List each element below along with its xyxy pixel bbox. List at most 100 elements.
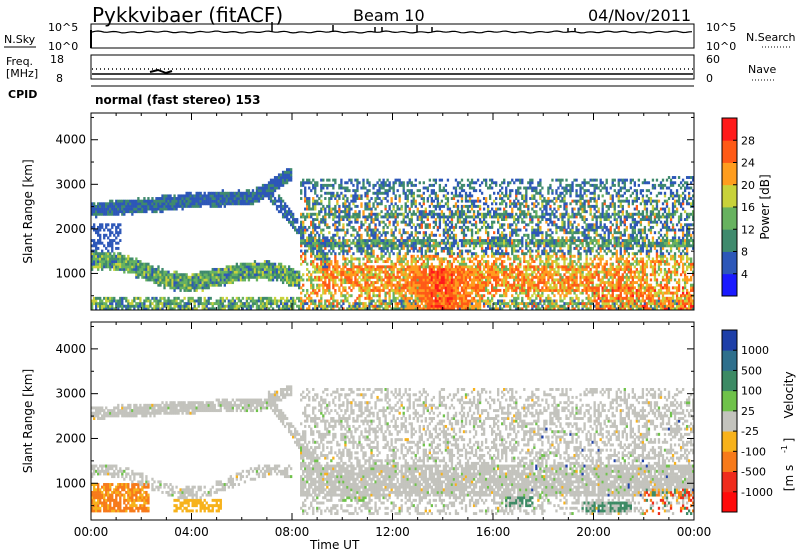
power-cell (125, 257, 128, 261)
power-cell (416, 281, 419, 285)
power-cell (454, 299, 458, 303)
power-cell (462, 204, 466, 208)
power-cell (235, 302, 239, 306)
power-cell (283, 207, 287, 211)
power-cell (221, 199, 224, 203)
power-cell (404, 304, 407, 308)
power-cell (312, 270, 315, 274)
power-cell (167, 270, 170, 274)
power-cell (105, 265, 108, 269)
power-cell (434, 233, 438, 237)
power-cell (179, 286, 182, 290)
power-cell (277, 210, 281, 214)
power-cell (418, 278, 421, 282)
power-cell (259, 191, 263, 195)
power-cell (99, 252, 102, 256)
power-cell (342, 270, 345, 274)
power-cell (430, 265, 433, 269)
power-cell (450, 236, 454, 240)
power-cell (300, 239, 303, 243)
power-cell (312, 228, 315, 232)
power-cell (432, 275, 436, 279)
power-cell (354, 218, 357, 221)
power-cell (358, 265, 361, 269)
power-cell (342, 244, 345, 248)
power-cell (181, 207, 184, 211)
power-cell (398, 283, 401, 287)
power-cell (446, 239, 450, 243)
power-cell (346, 228, 349, 232)
power-cell (468, 267, 472, 271)
power-cell (497, 307, 500, 310)
power-cell (249, 202, 253, 206)
power-cell (374, 244, 377, 248)
power-cell (368, 183, 371, 187)
power-cell (171, 202, 174, 206)
power-cell (382, 186, 385, 190)
power-cell (366, 254, 369, 258)
power-cell (462, 288, 466, 292)
power-cell (277, 173, 281, 177)
power-cell (109, 244, 112, 248)
power-cell (103, 212, 106, 216)
power-cell (432, 215, 436, 219)
power-cell (249, 270, 253, 274)
power-cell (171, 307, 174, 310)
power-cell (237, 307, 241, 310)
power-cell (161, 199, 164, 203)
power-cell (410, 241, 413, 245)
power-cell (370, 233, 373, 237)
power-cell (209, 275, 212, 279)
power-cell (306, 307, 309, 310)
power-cell (412, 275, 415, 279)
power-cell (495, 212, 498, 216)
power-cell (125, 299, 128, 303)
power-cell (430, 283, 433, 287)
power-cell (165, 299, 168, 303)
power-cell (464, 225, 468, 229)
power-cell (129, 304, 132, 308)
power-cell (390, 233, 393, 237)
power-cell (177, 278, 180, 282)
power-cell (392, 241, 395, 245)
power-cell (245, 202, 249, 206)
power-cell (247, 262, 251, 266)
power-cell (442, 275, 446, 279)
power-cell (490, 178, 494, 182)
power-cell (101, 260, 104, 264)
power-cell (157, 204, 160, 208)
power-cell (137, 304, 140, 308)
power-cell (450, 262, 454, 266)
power-cell (203, 202, 206, 206)
power-cell (304, 207, 307, 211)
power-cell (189, 283, 192, 287)
power-cell (444, 231, 448, 235)
power-cell (378, 239, 381, 243)
power-cell (294, 273, 297, 277)
power-cell (277, 299, 281, 303)
power-cell (484, 275, 488, 279)
power-cell (493, 215, 496, 219)
power-cell (442, 220, 446, 224)
power-cell (328, 183, 331, 187)
power-cell (448, 275, 452, 279)
power-cell (434, 281, 438, 285)
power-cell (458, 225, 462, 229)
power-cell (436, 299, 440, 303)
power-cell (177, 197, 180, 200)
power-cell (404, 202, 407, 206)
power-cell (334, 281, 337, 285)
power-cell (442, 204, 446, 208)
power-cell (322, 281, 325, 285)
power-cell (119, 299, 122, 303)
power-cell (484, 183, 488, 187)
power-cell (432, 286, 436, 290)
power-cell (372, 231, 375, 235)
power-cell (446, 204, 450, 208)
power-cell (396, 257, 399, 261)
power-cell (499, 244, 502, 248)
power-cell (300, 307, 303, 310)
power-cell (464, 191, 468, 195)
power-cell (501, 281, 504, 285)
power-cell (348, 223, 351, 227)
